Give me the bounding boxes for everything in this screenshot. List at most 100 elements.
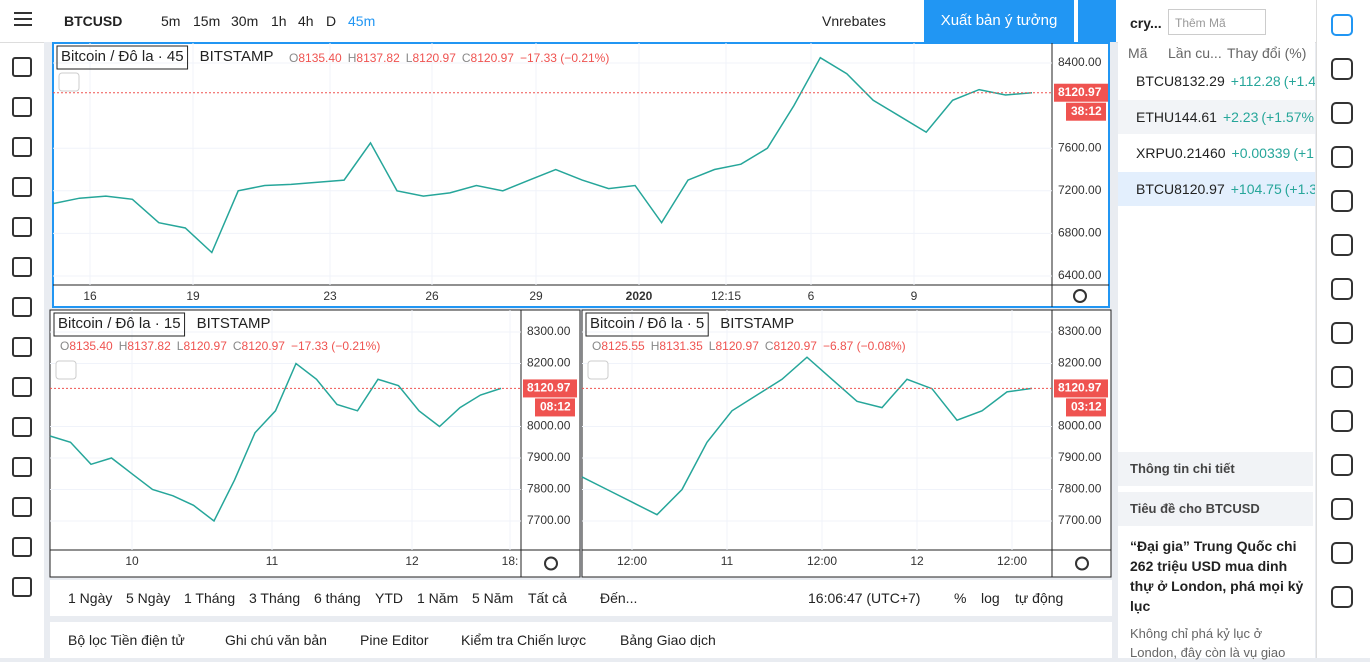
replay[interactable]	[1078, 0, 1116, 42]
column-header[interactable]: Mã	[1128, 45, 1148, 61]
y-tick-label: 7200.00	[1058, 183, 1102, 197]
title-box	[585, 312, 709, 337]
tab[interactable]: Ghi chú văn bản	[225, 632, 327, 648]
cell: BTCU	[1136, 181, 1175, 197]
range[interactable]: Tất cả	[528, 590, 567, 606]
tool-icon[interactable]	[12, 457, 32, 477]
ohlc-key: L	[709, 339, 716, 353]
list-name[interactable]: cry...	[1130, 15, 1162, 31]
collapse-btn	[587, 360, 609, 380]
watch-row[interactable]: BTCU8120.97 +104.75 (+1.3	[1118, 172, 1315, 206]
interval[interactable]: D	[326, 13, 337, 29]
scale-option[interactable]: %	[954, 590, 967, 606]
x-tick-label: 12	[910, 554, 924, 568]
tool-icon[interactable]	[12, 337, 32, 357]
search[interactable]: Thêm Mã	[1168, 9, 1266, 35]
symbol[interactable]: BTCUSD	[64, 13, 123, 29]
tab[interactable]: Pine Editor	[360, 632, 429, 648]
side-icon[interactable]	[1331, 234, 1353, 256]
ohlc-value: 8120.97	[774, 339, 818, 353]
change: −17.33 (−0.21%)	[291, 339, 380, 353]
side-icon[interactable]	[1331, 146, 1353, 168]
interval[interactable]: 4h	[298, 13, 314, 29]
side-icon[interactable]	[1331, 190, 1353, 212]
tool-icon[interactable]	[12, 417, 32, 437]
last-price-bg	[1054, 83, 1108, 102]
watch-row[interactable]: XRPU0.21460 +0.00339(+1.	[1118, 136, 1315, 170]
range[interactable]: YTD	[375, 590, 403, 606]
interval[interactable]: 30m	[231, 13, 259, 29]
tool-icon[interactable]	[12, 257, 32, 277]
side-icon[interactable]	[1331, 366, 1353, 388]
tab[interactable]: Kiểm tra Chiến lược	[461, 632, 587, 648]
side-icon[interactable]	[1331, 498, 1353, 520]
ohlc-key: O	[60, 339, 69, 353]
side-icon[interactable]	[1331, 58, 1353, 80]
side-icon[interactable]	[1331, 278, 1353, 300]
account[interactable]: Vnrebates	[822, 13, 886, 29]
x-tick-label: 23	[323, 289, 337, 303]
interval[interactable]: 1h	[271, 13, 287, 29]
ohlc-key: C	[462, 51, 471, 65]
chart-pane	[52, 42, 1110, 308]
side-icon[interactable]	[1331, 322, 1353, 344]
ohlc-value: 8120.97	[183, 339, 227, 353]
side-icon[interactable]	[1331, 102, 1353, 124]
range[interactable]: 1 Tháng	[184, 590, 236, 606]
title-box	[53, 312, 186, 337]
tool-icon[interactable]	[12, 57, 32, 77]
side-icon[interactable]	[1331, 542, 1353, 564]
tool-icon[interactable]	[12, 497, 32, 517]
range[interactable]: 1 Năm	[417, 590, 459, 606]
ohlc-key: H	[651, 339, 660, 353]
tool-icon[interactable]	[12, 537, 32, 557]
scale-option[interactable]: log	[981, 590, 1000, 606]
tool-icon[interactable]	[12, 577, 32, 597]
tab[interactable]: Bảng Giao dịch	[620, 632, 716, 648]
range[interactable]: 3 Tháng	[249, 590, 301, 606]
tool-icon[interactable]	[12, 217, 32, 237]
side-icon[interactable]	[1331, 410, 1353, 432]
watch-row[interactable]: ETHU144.61 +2.23 (+1.57%	[1118, 100, 1315, 134]
side-icon[interactable]	[1331, 454, 1353, 476]
headline[interactable]: “Đại gia” Trung Quốc chi 262 triệu USD m…	[1130, 538, 1304, 614]
cell: 0.21460	[1174, 145, 1226, 161]
tool-icon[interactable]	[12, 97, 32, 117]
change: −17.33 (−0.21%)	[520, 51, 609, 65]
side-icon[interactable]	[1331, 14, 1353, 36]
snippet: Không chỉ phá kỷ lục ở London, đây còn l…	[1130, 626, 1286, 660]
interval[interactable]: 5m	[161, 13, 181, 29]
ohlc-key: H	[348, 51, 357, 65]
range[interactable]: 1 Ngày	[68, 590, 113, 606]
interval[interactable]: 45m	[348, 13, 376, 29]
cell: XRPU	[1136, 145, 1175, 161]
side-icon[interactable]	[1331, 586, 1353, 608]
countdown: 38:12	[1071, 104, 1102, 118]
publish-button[interactable]: Xuất bản ý tưởng	[924, 0, 1074, 42]
price-line	[49, 362, 502, 523]
cell: (+1.	[1293, 145, 1315, 161]
goto[interactable]: Đến...	[600, 590, 638, 606]
tool-icon[interactable]	[12, 377, 32, 397]
range[interactable]: 6 tháng	[314, 590, 361, 606]
price-line	[52, 56, 1033, 254]
scale-option[interactable]: tự động	[1015, 590, 1064, 606]
tool-icon[interactable]	[12, 137, 32, 157]
x-tick-label: 19	[186, 289, 200, 303]
exchange: BITSTAMP	[200, 48, 274, 65]
interval[interactable]: 15m	[193, 13, 221, 29]
details[interactable]: Thông tin chi tiết	[1118, 452, 1313, 486]
collapse-btn	[55, 360, 77, 380]
range[interactable]: 5 Năm	[472, 590, 514, 606]
watch-row[interactable]: BTCU8132.29 +112.28 (+1.4	[1118, 64, 1315, 98]
menu[interactable]	[14, 12, 32, 14]
tool-icon[interactable]	[12, 297, 32, 317]
cell: +104.75	[1230, 181, 1282, 197]
tab[interactable]: Bộ lọc Tiền điện tử	[68, 632, 185, 648]
news-header[interactable]: Tiêu đề cho BTCUSD	[1118, 492, 1313, 526]
column-header[interactable]: Thay đổi (%)	[1227, 45, 1307, 61]
tool-icon[interactable]	[12, 177, 32, 197]
cell: +2.23	[1222, 109, 1259, 125]
column-header[interactable]: Lần cu...	[1168, 45, 1222, 61]
range[interactable]: 5 Ngày	[126, 590, 171, 606]
